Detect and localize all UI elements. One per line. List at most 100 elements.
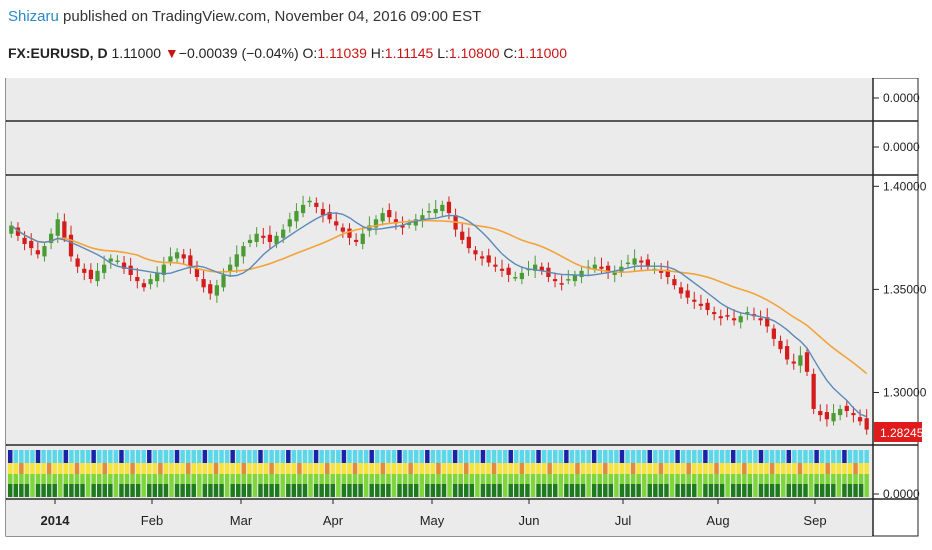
strip-cell xyxy=(202,484,208,497)
strip-cell xyxy=(247,450,252,463)
strip-cell xyxy=(580,450,586,463)
candle-body xyxy=(261,235,266,238)
candle-body xyxy=(446,201,452,214)
strip-cell xyxy=(80,474,85,484)
strip-cell xyxy=(530,450,536,463)
strip-cell xyxy=(569,484,575,497)
strip-cell xyxy=(230,474,235,484)
symbol-label[interactable]: FX:EURUSD, D xyxy=(8,45,108,61)
strip-cell xyxy=(792,474,797,484)
strip-cell xyxy=(825,484,830,497)
strip-cell xyxy=(352,484,358,497)
strip-cell xyxy=(819,474,825,484)
strip-cell xyxy=(13,463,19,474)
strip-cell xyxy=(547,450,552,463)
candle-body xyxy=(413,219,418,226)
low-value: 1.10800 xyxy=(448,45,500,61)
strip-cell xyxy=(580,474,586,484)
strip-cell xyxy=(819,463,825,474)
strip-cell xyxy=(380,474,386,484)
strip-cell xyxy=(224,474,230,484)
strip-cell xyxy=(85,474,91,484)
strip-cell xyxy=(80,463,85,474)
strip-cell xyxy=(286,450,291,463)
strip-cell xyxy=(197,474,202,484)
strip-cell xyxy=(408,450,413,463)
strip-cell xyxy=(864,484,869,497)
strip-cell xyxy=(413,484,419,497)
candle-body xyxy=(208,284,213,294)
strip-cell xyxy=(764,463,769,474)
candle-body xyxy=(194,268,200,278)
strip-cell xyxy=(319,450,324,463)
strip-cell xyxy=(475,474,480,484)
strip-cell xyxy=(91,474,96,484)
strip-cell xyxy=(530,474,536,484)
strip-cell xyxy=(703,484,708,497)
strip-cell xyxy=(558,450,564,463)
candle-body xyxy=(347,228,352,238)
candle-body xyxy=(639,260,644,263)
strip-cell xyxy=(775,484,780,497)
strip-cell xyxy=(119,484,124,497)
time-tick-label: Feb xyxy=(141,513,163,528)
candle-body xyxy=(645,259,650,267)
strip-cell xyxy=(252,474,258,484)
candle-body xyxy=(380,213,385,222)
chart-area[interactable]: 0.0000 0.0000 0.0000 1.40000 1.35000 1.300… xyxy=(0,78,932,540)
strip-cell xyxy=(13,474,19,484)
strip-cell xyxy=(130,463,135,474)
strip-cell xyxy=(564,463,569,474)
strip-cell xyxy=(619,474,625,484)
strip-cell xyxy=(831,474,836,484)
candle-body xyxy=(201,279,206,288)
strip-cell xyxy=(425,450,430,463)
last-price-tag-bg xyxy=(874,422,922,442)
strip-cell xyxy=(591,450,597,463)
strip-cell xyxy=(719,484,725,497)
high-label: H: xyxy=(370,45,385,61)
candle-body xyxy=(698,303,704,306)
strip-cell xyxy=(514,474,519,484)
candle-body xyxy=(738,316,743,323)
candle-body xyxy=(274,235,279,245)
strip-cell xyxy=(519,463,525,474)
candle-body xyxy=(353,239,359,242)
strip-cell xyxy=(224,463,230,474)
strip-cell xyxy=(858,484,864,497)
strip-cell xyxy=(641,450,647,463)
strip-cell xyxy=(35,474,41,484)
strip-cell xyxy=(686,474,691,484)
strip-cell xyxy=(191,484,196,497)
strip-cell xyxy=(742,474,747,484)
strip-cell xyxy=(236,484,241,497)
candle-body xyxy=(121,262,127,269)
author-link[interactable]: Shizaru xyxy=(8,8,59,25)
strip-cell xyxy=(836,450,842,463)
candle-body xyxy=(181,254,186,259)
strip-tick-label: 0.0000 xyxy=(883,487,920,501)
strip-cell xyxy=(269,474,274,484)
strip-cell xyxy=(636,463,641,474)
price-axis-ticks: 1.40000 1.35000 1.30000 xyxy=(873,179,927,399)
close-label: C: xyxy=(503,45,518,61)
strip-cell xyxy=(158,450,163,463)
strip-cell xyxy=(502,474,508,484)
candle-body xyxy=(559,283,564,285)
candle-body xyxy=(42,246,47,257)
strip-cell xyxy=(213,474,219,484)
strip-cell xyxy=(664,484,669,497)
strip-cell xyxy=(113,463,119,474)
strip-cell xyxy=(297,484,302,497)
candle-body xyxy=(247,239,253,243)
candle-body xyxy=(393,219,399,224)
strip-cell xyxy=(847,450,853,463)
strip-cell xyxy=(708,463,714,474)
candle-body xyxy=(254,233,259,242)
candle-body xyxy=(22,237,27,245)
candle-body xyxy=(95,270,100,282)
strip-cell xyxy=(714,484,719,497)
strip-cell xyxy=(152,463,158,474)
strip-cell xyxy=(475,450,480,463)
candle-body xyxy=(572,274,578,282)
